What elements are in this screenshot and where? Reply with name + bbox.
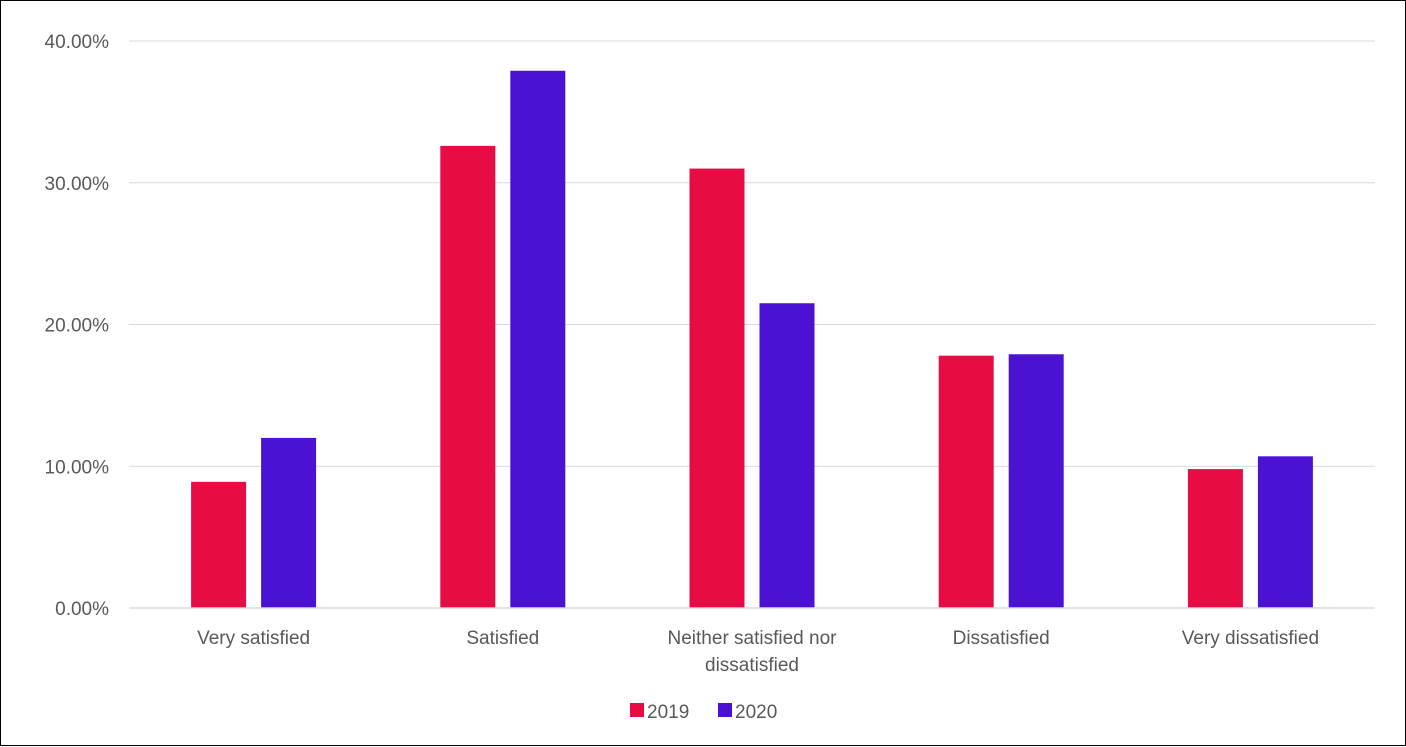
y-tick-label: 10.00% — [45, 457, 110, 478]
x-category-label: Neither satisfied nor dissatisfied — [668, 628, 838, 676]
bar-2019 — [689, 168, 745, 608]
legend-label-2020: 2020 — [735, 702, 777, 723]
y-tick-label: 20.00% — [45, 316, 110, 337]
y-axis-tick-labels: 0.00% 10.00% 20.00% 30.00% 40.00% — [45, 32, 110, 620]
bar-2020 — [759, 303, 815, 608]
legend-swatch-2020 — [718, 703, 732, 717]
legend-label-2019: 2019 — [647, 702, 689, 723]
x-category-label: Very dissatisfied — [1182, 628, 1319, 649]
gridlines — [129, 40, 1375, 467]
bar-2020 — [261, 437, 317, 608]
x-category-label: Very satisfied — [197, 628, 310, 649]
bar-2019 — [938, 355, 994, 608]
bar-2019 — [440, 145, 496, 608]
bar-2019 — [191, 481, 247, 608]
bars — [191, 70, 1313, 608]
x-category-label: Satisfied — [466, 628, 539, 649]
x-category-label: Dissatisfied — [953, 628, 1050, 649]
x-axis-category-labels: Very satisfied Satisfied Neither satisfied… — [197, 628, 1319, 676]
y-tick-label: 0.00% — [55, 599, 109, 620]
bar-2019 — [1187, 469, 1243, 608]
y-tick-label: 30.00% — [45, 174, 110, 195]
bar-2020 — [1257, 456, 1313, 608]
bar-2020 — [510, 70, 566, 608]
bar-2020 — [1008, 354, 1064, 608]
legend: 2019 2020 — [630, 702, 777, 723]
y-tick-label: 40.00% — [45, 32, 110, 53]
legend-swatch-2019 — [630, 703, 644, 717]
